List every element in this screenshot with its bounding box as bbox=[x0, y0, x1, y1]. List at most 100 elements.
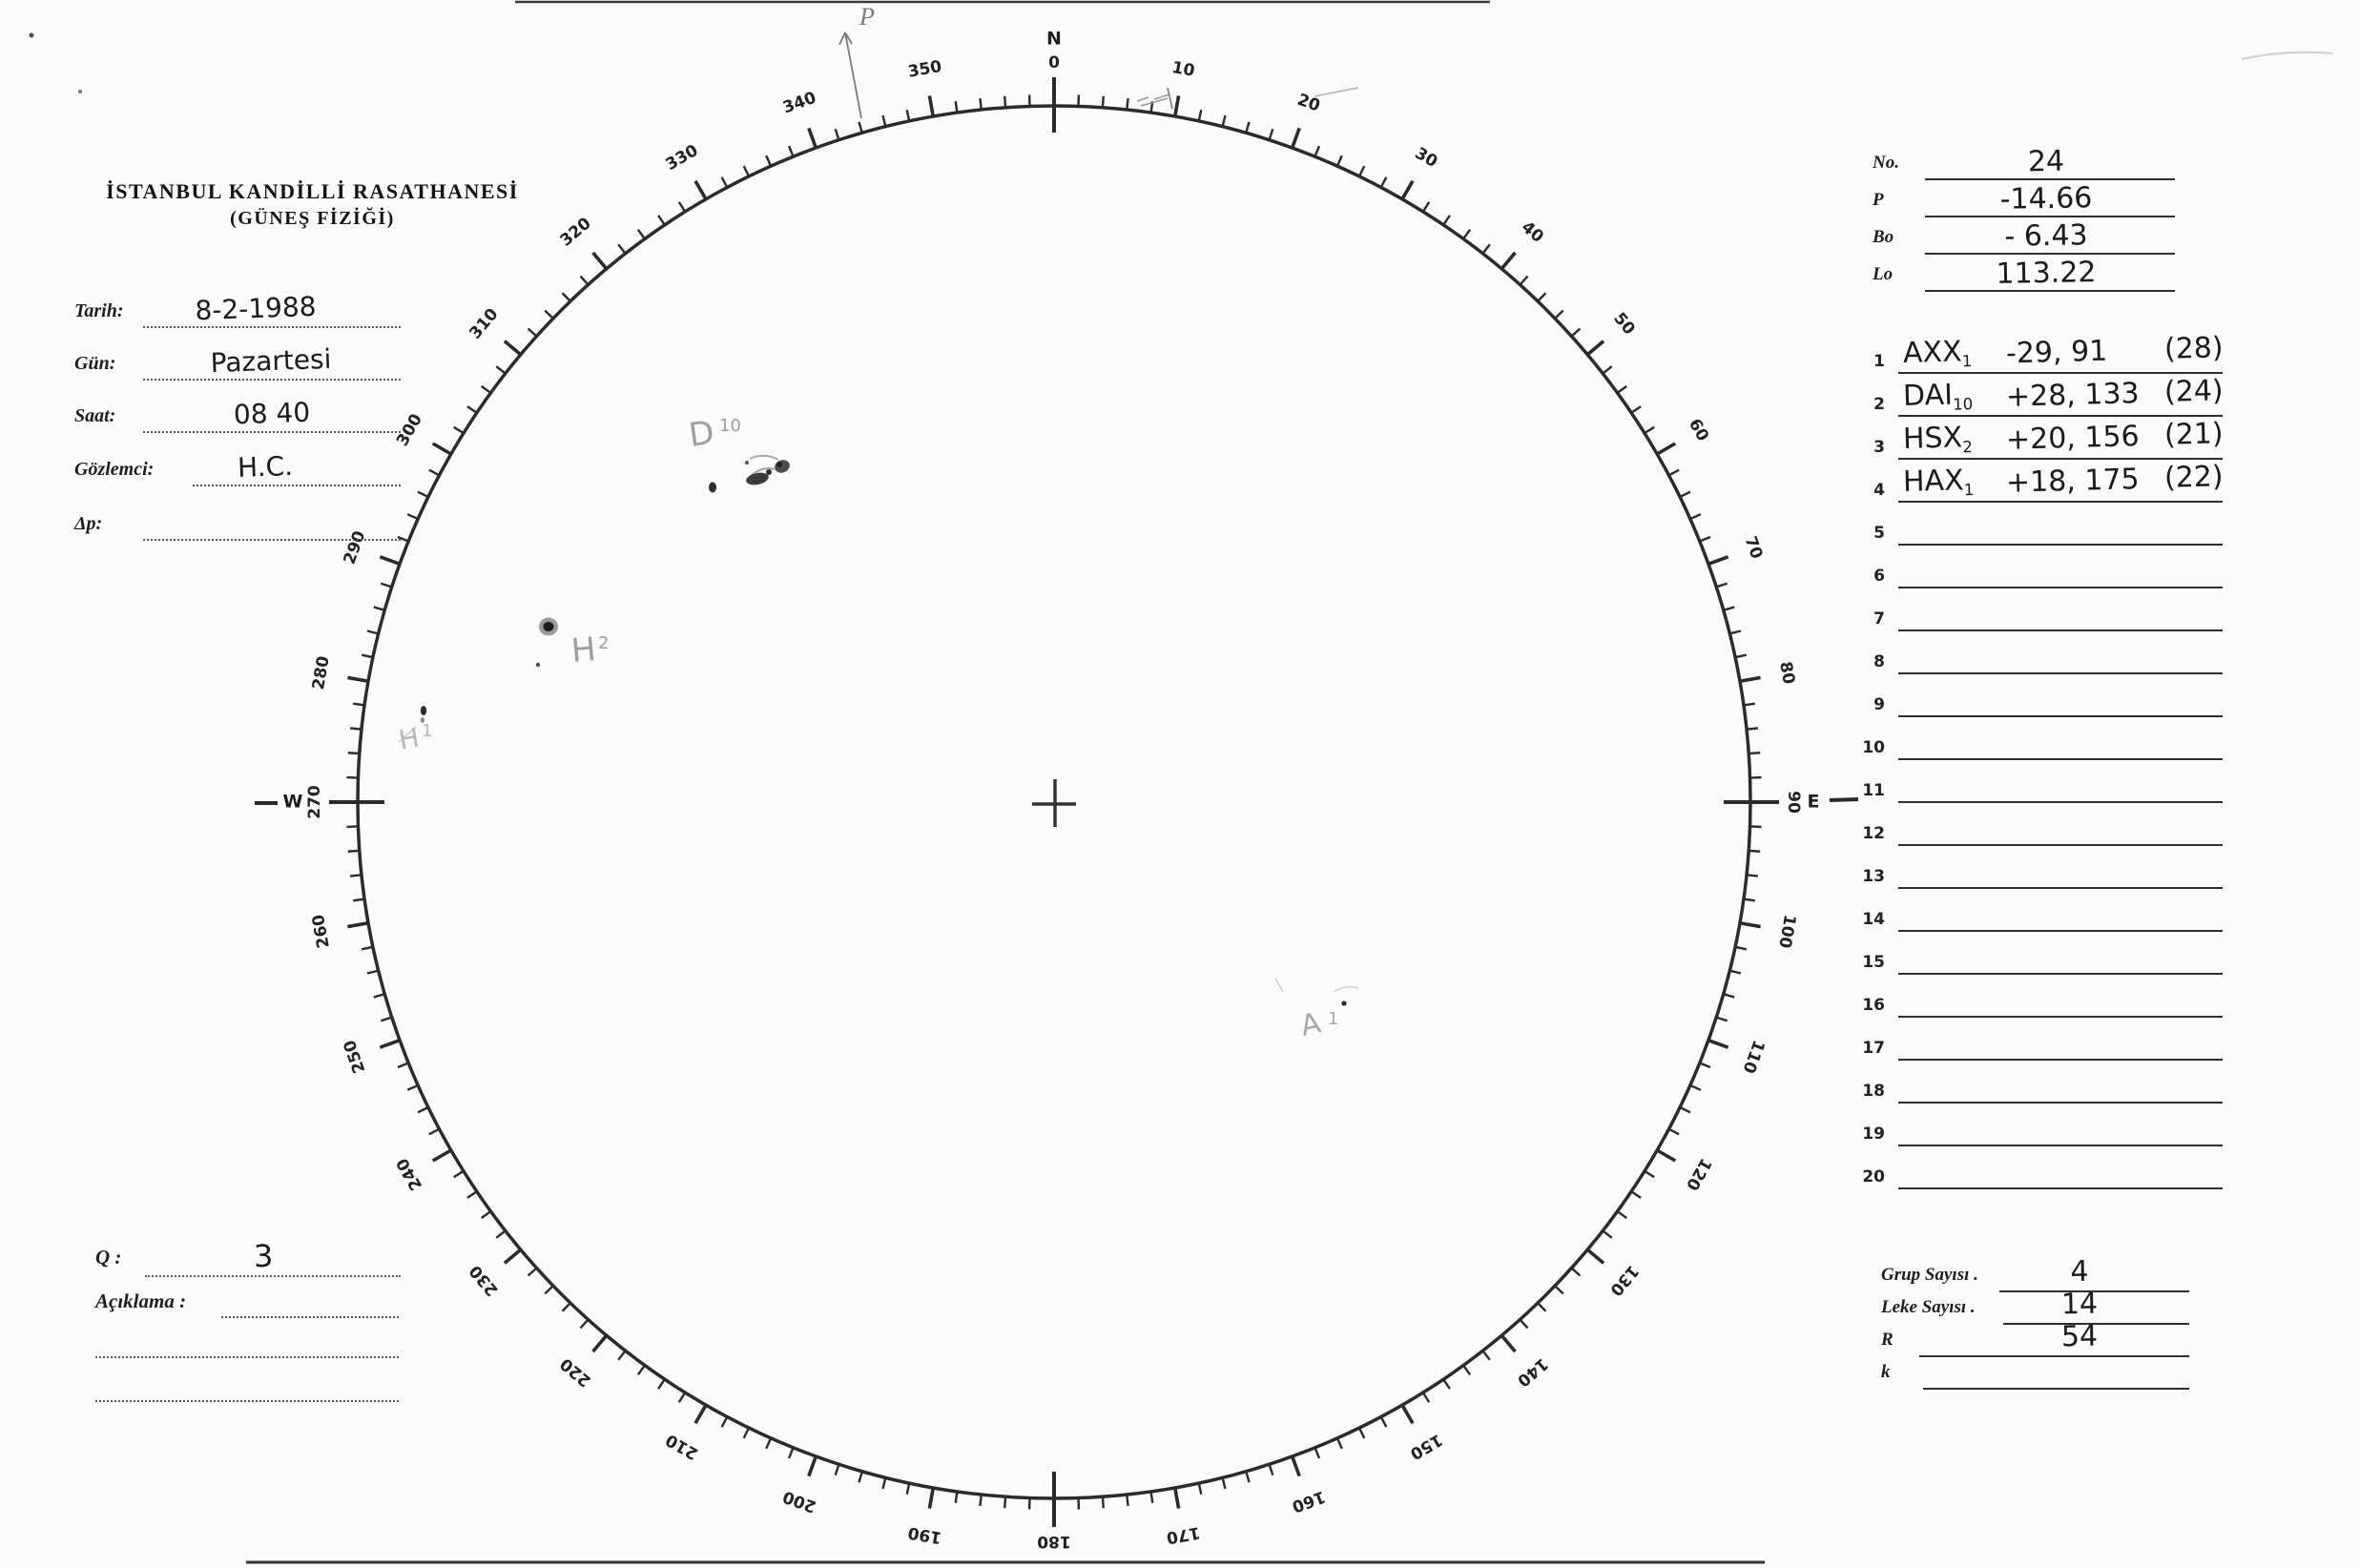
east-letter: E bbox=[1808, 792, 1820, 813]
degree-tick bbox=[353, 897, 365, 902]
degree-tick bbox=[417, 490, 429, 499]
obs-row-number: 14 bbox=[1862, 910, 1885, 929]
pencil-scribble bbox=[2241, 51, 2333, 60]
degree-tick bbox=[349, 727, 362, 731]
obs-row-line bbox=[1898, 1145, 2223, 1146]
degree-tick bbox=[1245, 1471, 1251, 1483]
degree-tick bbox=[431, 442, 452, 456]
degree-tick bbox=[1519, 1318, 1529, 1330]
degree-tick bbox=[1537, 292, 1547, 302]
summary-line-2 bbox=[2003, 1323, 2189, 1325]
degree-tick bbox=[591, 1334, 609, 1353]
degree-tick bbox=[1290, 1455, 1301, 1477]
degree-tick bbox=[431, 1148, 452, 1163]
degree-tick bbox=[1630, 1190, 1642, 1199]
obs-row-number: 8 bbox=[1873, 652, 1885, 671]
degree-tick bbox=[495, 1229, 507, 1239]
degree-tick bbox=[527, 1267, 538, 1277]
ephemeris-label-p: P bbox=[1873, 190, 1884, 210]
degree-tick bbox=[561, 292, 571, 302]
degree-tick bbox=[1746, 727, 1759, 731]
degree-tick bbox=[693, 179, 708, 200]
degree-tick bbox=[1268, 1463, 1274, 1476]
summary-value-3: 54 bbox=[2060, 1319, 2099, 1354]
degree-tick bbox=[1314, 145, 1321, 157]
degree-tick bbox=[1699, 1062, 1711, 1069]
east-pointer-dash bbox=[1829, 797, 1859, 802]
obs-row-number: 11 bbox=[1862, 781, 1885, 800]
degree-tick bbox=[693, 1404, 708, 1425]
degree-tick bbox=[1519, 275, 1529, 286]
degree-tick bbox=[742, 165, 751, 177]
obs-row-number: 15 bbox=[1862, 953, 1885, 972]
ephemeris-line-1 bbox=[1925, 178, 2175, 180]
summary-value-2: 14 bbox=[2060, 1287, 2099, 1322]
degree-tick bbox=[1221, 114, 1227, 127]
sunspot-D10 bbox=[709, 482, 716, 493]
sunspot-pencil-stroke-H1 bbox=[398, 726, 417, 743]
degree-tick bbox=[1442, 215, 1451, 226]
degree-tick bbox=[1749, 849, 1761, 853]
scan-speck bbox=[29, 32, 34, 38]
degree-tick bbox=[954, 101, 959, 113]
obs-row-line bbox=[1898, 501, 2223, 503]
obs-row-line bbox=[1898, 844, 2223, 846]
degree-tick bbox=[1734, 945, 1748, 951]
degree-tick bbox=[481, 1210, 492, 1220]
degree-tick bbox=[1602, 365, 1613, 375]
degree-tick bbox=[1656, 1148, 1677, 1163]
degree-tick bbox=[417, 1105, 429, 1114]
obs-row-line bbox=[1898, 1016, 2223, 1018]
obs-row-line bbox=[1898, 544, 2223, 546]
degree-tick bbox=[1500, 251, 1517, 270]
degree-tick bbox=[1221, 1477, 1227, 1490]
degree-tick bbox=[1335, 155, 1343, 167]
degree-tick bbox=[347, 849, 360, 853]
degree-tick bbox=[544, 1285, 554, 1295]
degree-tick bbox=[1379, 1415, 1388, 1428]
degree-tick bbox=[1679, 490, 1691, 499]
degree-tick bbox=[527, 327, 538, 338]
degree-tick bbox=[495, 365, 507, 375]
degree-tick bbox=[1616, 1210, 1627, 1220]
degree-tick bbox=[1500, 1334, 1517, 1353]
degree-tick bbox=[373, 993, 385, 999]
form-label-4: Gözlemci: bbox=[74, 459, 155, 480]
degree-tick bbox=[380, 1016, 393, 1022]
degree-tick bbox=[1481, 1350, 1491, 1361]
obs-row-number: 16 bbox=[1862, 996, 1885, 1015]
degree-tick bbox=[380, 582, 393, 588]
obs-row-line bbox=[1898, 629, 2223, 631]
degree-tick bbox=[1667, 1127, 1680, 1136]
obs-row-number: 1 bbox=[1873, 352, 1885, 371]
obs-row-line bbox=[1898, 973, 2223, 975]
degree-tick bbox=[720, 176, 729, 189]
obs-row-line bbox=[1898, 930, 2223, 932]
degree-tick bbox=[657, 1378, 666, 1390]
obs-row-line bbox=[1898, 1187, 2223, 1189]
degree-tick bbox=[1729, 629, 1742, 635]
obs-row-number: 17 bbox=[1862, 1039, 1885, 1058]
summary-line-4 bbox=[1923, 1388, 2189, 1390]
degree-tick bbox=[927, 95, 936, 117]
degree-tick bbox=[406, 513, 419, 521]
ephemeris-line-2 bbox=[1925, 216, 2175, 217]
pencil-scribble bbox=[1167, 87, 1173, 110]
degree-tick bbox=[1357, 165, 1366, 177]
form-line-1 bbox=[143, 326, 401, 328]
degree-tick bbox=[1126, 1494, 1129, 1507]
pencil-scribble bbox=[1136, 93, 1170, 107]
degree-tick bbox=[1743, 702, 1755, 707]
degree-tick bbox=[927, 1487, 936, 1509]
degree-tick bbox=[787, 1447, 795, 1459]
obs-row-number: 9 bbox=[1873, 695, 1885, 714]
obs-row-line bbox=[1898, 758, 2223, 760]
obs-row-line bbox=[1898, 1102, 2223, 1104]
degree-tick bbox=[1734, 653, 1748, 659]
degree-tick bbox=[1723, 606, 1735, 611]
group-label-D10: D bbox=[687, 414, 716, 455]
degree-tick bbox=[1172, 1487, 1181, 1509]
degree-tick bbox=[1400, 179, 1415, 200]
